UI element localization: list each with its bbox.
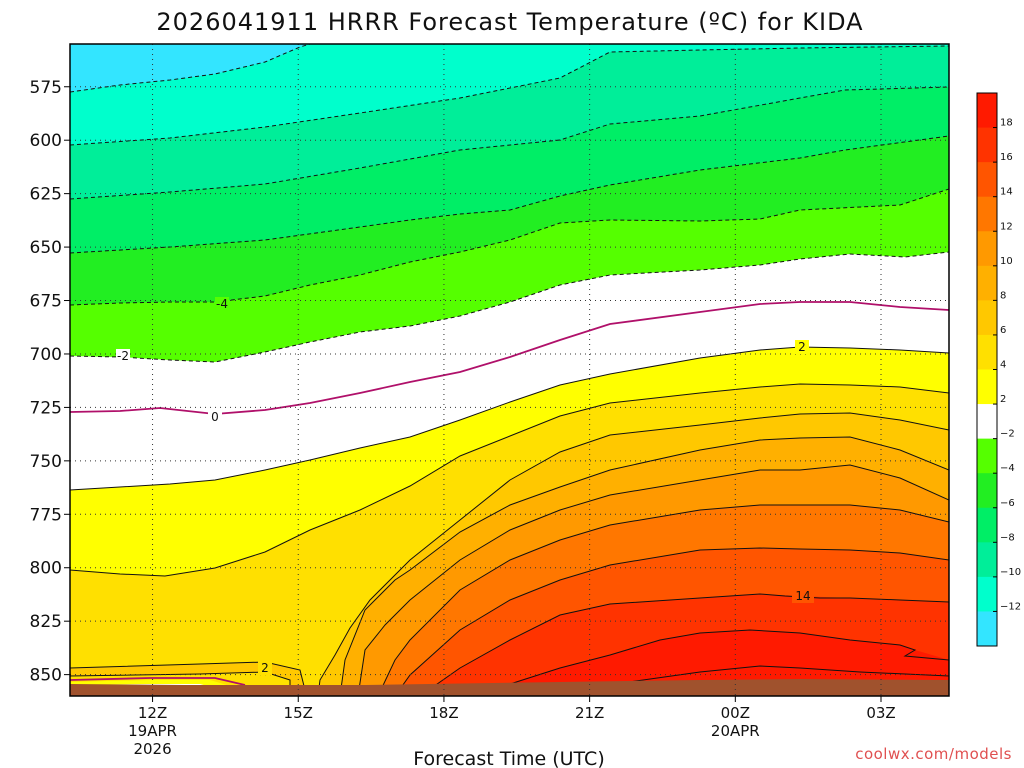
y-tick-label: 825 xyxy=(30,612,62,632)
contour-label-bg-3 xyxy=(208,410,222,424)
x-tick-year: 2026 xyxy=(133,740,171,758)
colorbar-tick-label: −4 xyxy=(1000,463,1015,474)
colorbar-tick-label: −8 xyxy=(1000,532,1015,543)
colorbar-swatch xyxy=(977,576,997,612)
x-axis-label: Forecast Time (UTC) xyxy=(413,748,604,768)
colorbar-tick-label: −6 xyxy=(1000,498,1015,509)
y-tick-label: 600 xyxy=(30,131,62,151)
colorbar-tick-label: 14 xyxy=(1000,187,1013,198)
contour-label-bg-5 xyxy=(258,661,272,675)
colorbar-swatch xyxy=(977,369,997,405)
contour-label-2-upper: 2 xyxy=(798,340,806,354)
colorbar-tick-label: 10 xyxy=(1000,256,1013,267)
isotherm-14 xyxy=(394,547,949,696)
colorbar-tick-label: 6 xyxy=(1000,325,1006,336)
colorbar-tick-label: −2 xyxy=(1000,429,1015,440)
isotherm-minus-12 xyxy=(70,44,311,93)
y-tick-label: 750 xyxy=(30,452,62,472)
contour-label-2-lower: 2 xyxy=(261,661,269,675)
y-tick-label: 625 xyxy=(30,185,62,205)
colorbar-tick-label: −12 xyxy=(1000,601,1021,612)
colorbar-swatch xyxy=(977,93,997,129)
colorbar-tick-label: 4 xyxy=(1000,360,1006,371)
contour-label-14: 14 xyxy=(795,589,810,603)
chart-title: 2026041911 HRRR Forecast Temperature (ºC… xyxy=(156,8,863,36)
contour-label-zero: 0 xyxy=(211,410,219,424)
x-tick-label: 00Z xyxy=(721,704,750,722)
colorbar-tick-label: 16 xyxy=(1000,152,1013,163)
isotherm-zero xyxy=(70,301,949,415)
isotherm-18 xyxy=(469,629,949,696)
colorbar-swatch xyxy=(977,127,997,163)
plot-area xyxy=(70,44,949,696)
colorbar-swatch xyxy=(977,404,997,440)
contour-labels: -4 -2 0 2 2 14 xyxy=(116,297,814,675)
isotherm-minus-2 xyxy=(70,251,949,363)
x-tick-label: 18Z xyxy=(429,704,458,722)
colorbar-swatch xyxy=(977,611,997,647)
x-tick-label: 12Z xyxy=(138,704,167,722)
terrain-edge xyxy=(70,679,949,688)
colorbar-swatch xyxy=(977,231,997,267)
isotherm-minus-6 xyxy=(70,135,949,254)
contour-label-bg-4 xyxy=(795,340,809,354)
isotherm-minus-4 xyxy=(70,188,949,306)
colorbar-swatch xyxy=(977,334,997,370)
gridlines xyxy=(70,44,949,696)
isotherm-6 xyxy=(317,412,949,696)
contour-label-minus4: -4 xyxy=(216,297,228,311)
colorbar: 18 16 14 12 10 8 6 4 2 −2 −4 −6 −8 −10 −12 xyxy=(976,92,1021,647)
isotherm-8 xyxy=(339,436,949,696)
x-tick-label: 03Z xyxy=(866,704,895,722)
contour-label-bg-2 xyxy=(116,349,130,363)
isotherm-minus-10 xyxy=(70,45,949,146)
isotherm-12 xyxy=(377,504,949,696)
terrain xyxy=(70,685,949,696)
colorbar-swatch xyxy=(977,265,997,301)
isotherm-10 xyxy=(357,464,949,696)
credit-text[interactable]: coolwx.com/models xyxy=(855,745,1012,763)
x-tick-date: 19APR xyxy=(128,722,177,740)
colorbar-swatch xyxy=(977,542,997,578)
plot-frame xyxy=(69,43,950,697)
colorbar-tick-label: 12 xyxy=(1000,221,1013,232)
y-tick-label: 575 xyxy=(30,78,62,98)
dashed-isotherms xyxy=(70,44,949,363)
isotherm-2 xyxy=(70,346,949,491)
colorbar-swatch xyxy=(977,300,997,336)
contour-label-bg-1 xyxy=(215,297,229,311)
x-tick-label: 21Z xyxy=(575,704,604,722)
contour-label-bg-6 xyxy=(792,589,814,603)
y-tick-label: 850 xyxy=(30,666,62,686)
colorbar-swatch xyxy=(977,473,997,509)
isotherm-20 xyxy=(599,665,949,687)
colorbar-tick-label: 2 xyxy=(1000,394,1006,405)
colorbar-swatch xyxy=(977,438,997,474)
contour-label-minus2: -2 xyxy=(117,349,129,363)
colorbar-swatch xyxy=(977,196,997,232)
x-tick-date: 20APR xyxy=(711,722,760,740)
isotherm-4 xyxy=(70,383,949,577)
y-tick-label: 700 xyxy=(30,345,62,365)
colorbar-tick-label: −10 xyxy=(1000,567,1021,578)
solid-isotherms xyxy=(70,346,949,696)
y-tick-label: 775 xyxy=(30,505,62,525)
y-tick-label: 650 xyxy=(30,238,62,258)
colorbar-swatch xyxy=(977,507,997,543)
colorbar-swatch xyxy=(977,162,997,198)
isotherm-zero-surface xyxy=(70,677,246,686)
isotherm-minus-8 xyxy=(70,86,949,200)
colorbar-tick-label: 8 xyxy=(1000,290,1006,301)
y-axis: 575 600 625 650 675 700 725 750 775 800 825 850 xyxy=(30,78,70,686)
y-tick-label: 725 xyxy=(30,398,62,418)
isotherm-16 xyxy=(419,593,949,696)
y-tick-label: 800 xyxy=(30,559,62,579)
y-tick-label: 675 xyxy=(30,292,62,312)
x-tick-label: 15Z xyxy=(284,704,313,722)
colorbar-tick-label: 18 xyxy=(1000,118,1013,129)
